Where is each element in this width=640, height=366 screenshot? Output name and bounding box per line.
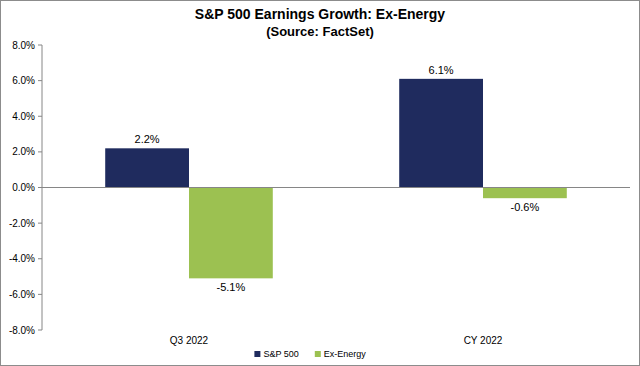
legend-label: S&P 500 — [263, 349, 298, 359]
y-tick-label: -4.0% — [9, 253, 35, 264]
y-tick — [38, 258, 42, 259]
title: S&P 500 Earnings Growth: Ex-Energy — [195, 6, 445, 22]
x-axis — [42, 187, 630, 188]
bar — [105, 148, 189, 187]
x-tick-label: Q3 2022 — [170, 335, 209, 346]
data-label: -0.6% — [511, 201, 540, 213]
legend: S&P 500 Ex-Energy — [254, 349, 366, 359]
y-tick — [38, 294, 42, 295]
y-tick-label: 0.0% — [12, 182, 35, 193]
bar — [483, 188, 567, 199]
data-label: 2.2% — [135, 133, 160, 145]
y-tick-label: 4.0% — [12, 111, 35, 122]
x-tick-label: CY 2022 — [464, 335, 503, 346]
legend-label: Ex-Energy — [324, 349, 367, 359]
data-labels: 2.2% 6.1% -5.1% -0.6% — [135, 64, 540, 294]
data-label: 6.1% — [429, 64, 454, 76]
chart: S&P 500 Earnings Growth: Ex-Energy (Sourc… — [0, 0, 640, 366]
y-tick-label: 6.0% — [12, 75, 35, 86]
legend-swatch — [315, 351, 321, 357]
y-tick — [38, 116, 42, 117]
y-tick — [38, 80, 42, 81]
y-tick — [38, 223, 42, 224]
y-tick-label: 8.0% — [12, 40, 35, 51]
y-tick — [38, 187, 42, 188]
bar — [399, 79, 483, 188]
y-tick-label: 2.0% — [12, 146, 35, 157]
subtitle: (Source: FactSet) — [266, 24, 374, 39]
chart-frame — [1, 1, 640, 366]
bar — [189, 188, 273, 279]
y-tick — [38, 45, 42, 46]
data-label: -5.1% — [217, 281, 246, 293]
y-tick-label: -6.0% — [9, 289, 35, 300]
y-tick-label: -8.0% — [9, 325, 35, 336]
y-tick — [38, 151, 42, 152]
legend-swatch — [254, 351, 260, 357]
bars — [105, 79, 567, 279]
y-tick — [38, 330, 42, 331]
y-tick-label: -2.0% — [9, 218, 35, 229]
